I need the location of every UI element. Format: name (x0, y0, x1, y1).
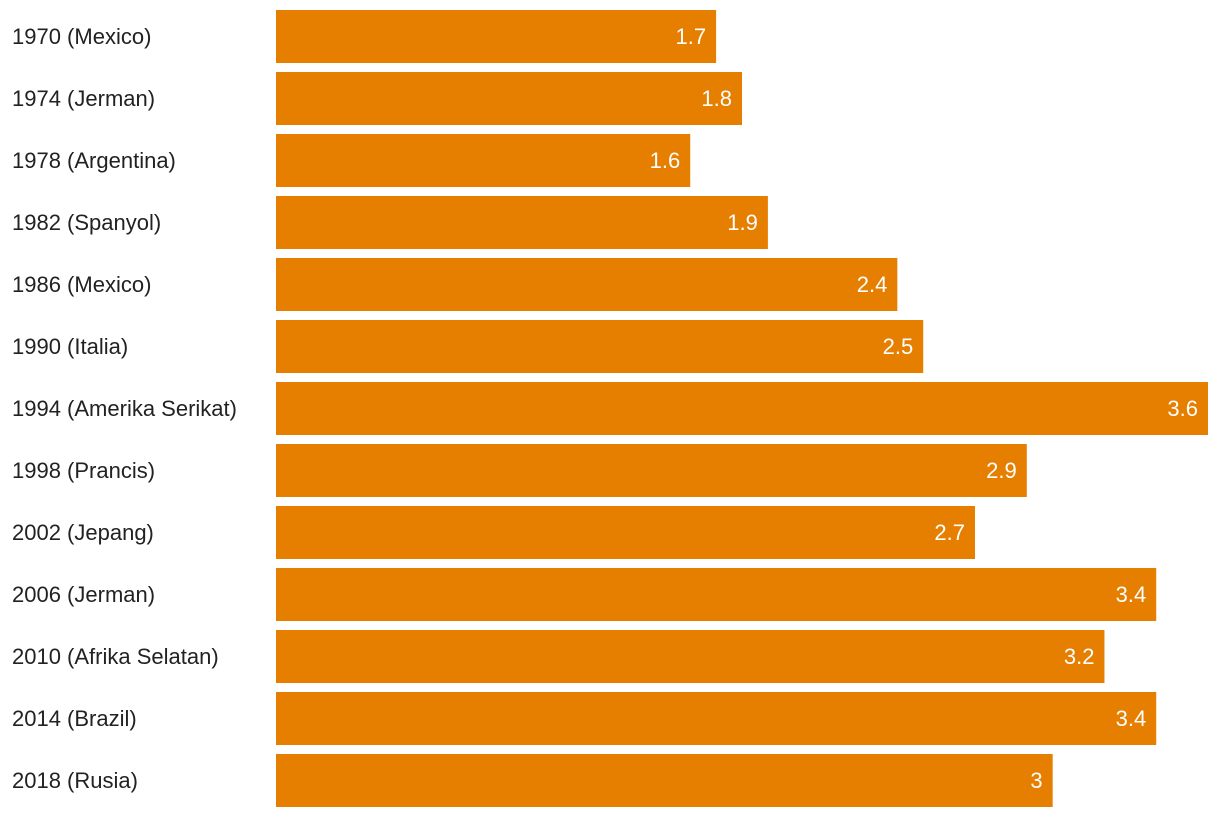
bar (276, 630, 1105, 683)
bar (276, 258, 898, 311)
value-label: 2.5 (883, 334, 914, 359)
bar (276, 692, 1157, 745)
category-label: 1978 (Argentina) (12, 148, 176, 173)
bar (276, 72, 742, 125)
bar (276, 506, 975, 559)
bar-row: 1974 (Jerman) 1.8 (12, 72, 742, 125)
bar (276, 382, 1208, 435)
value-label: 3 (1030, 768, 1042, 793)
category-label: 1994 (Amerika Serikat) (12, 396, 237, 421)
bar-row: 1990 (Italia) 2.5 (12, 320, 924, 373)
value-label: 3.2 (1064, 644, 1095, 669)
category-label: 1990 (Italia) (12, 334, 128, 359)
value-label: 3.4 (1116, 706, 1147, 731)
category-label: 1974 (Jerman) (12, 86, 155, 111)
bar (276, 134, 691, 187)
value-label: 3.6 (1167, 396, 1198, 421)
bar-row: 1998 (Prancis) 2.9 (12, 444, 1027, 497)
category-label: 1982 (Spanyol) (12, 210, 161, 235)
value-label: 2.7 (934, 520, 965, 545)
category-label: 2010 (Afrika Selatan) (12, 644, 219, 669)
bar-row: 2002 (Jepang) 2.7 (12, 506, 975, 559)
bar-row: 1982 (Spanyol) 1.9 (12, 196, 768, 249)
value-label: 1.9 (727, 210, 758, 235)
value-label: 1.6 (650, 148, 681, 173)
category-label: 1970 (Mexico) (12, 24, 151, 49)
category-label: 1998 (Prancis) (12, 458, 155, 483)
category-label: 2014 (Brazil) (12, 706, 137, 731)
category-label: 2002 (Jepang) (12, 520, 154, 545)
value-label: 1.7 (676, 24, 707, 49)
bar-row: 2010 (Afrika Selatan) 3.2 (12, 630, 1105, 683)
bar-row: 2014 (Brazil) 3.4 (12, 692, 1157, 745)
bar-row: 1994 (Amerika Serikat) 3.6 (12, 382, 1208, 435)
bar-row: 2006 (Jerman) 3.4 (12, 568, 1157, 621)
bar-row: 2018 (Rusia) 3 (12, 754, 1053, 807)
bar (276, 568, 1157, 621)
value-label: 3.4 (1116, 582, 1147, 607)
value-label: 2.4 (857, 272, 888, 297)
category-label: 2018 (Rusia) (12, 768, 138, 793)
category-label: 1986 (Mexico) (12, 272, 151, 297)
value-label: 2.9 (986, 458, 1017, 483)
bar (276, 754, 1053, 807)
bar (276, 320, 924, 373)
value-label: 1.8 (701, 86, 732, 111)
bar-row: 1986 (Mexico) 2.4 (12, 258, 898, 311)
bar (276, 444, 1027, 497)
category-label: 2006 (Jerman) (12, 582, 155, 607)
bar-row: 1978 (Argentina) 1.6 (12, 134, 691, 187)
bar-row: 1970 (Mexico) 1.7 (12, 10, 717, 63)
bar (276, 10, 717, 63)
bar (276, 196, 768, 249)
